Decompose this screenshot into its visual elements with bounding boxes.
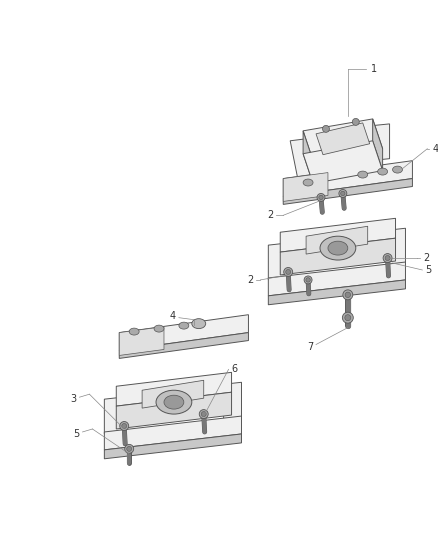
Ellipse shape: [320, 236, 356, 260]
Polygon shape: [268, 262, 406, 296]
Polygon shape: [370, 124, 389, 160]
Ellipse shape: [378, 168, 388, 175]
Polygon shape: [283, 160, 413, 197]
Polygon shape: [303, 131, 313, 183]
Circle shape: [322, 125, 329, 132]
Text: 3: 3: [71, 394, 77, 404]
Ellipse shape: [192, 319, 206, 329]
Polygon shape: [104, 397, 122, 434]
Text: 2: 2: [267, 211, 273, 220]
Polygon shape: [316, 123, 370, 155]
Circle shape: [122, 424, 127, 429]
Circle shape: [345, 292, 350, 297]
Ellipse shape: [156, 390, 192, 414]
Circle shape: [343, 290, 353, 300]
Circle shape: [345, 314, 351, 321]
Circle shape: [385, 256, 390, 261]
Text: 4: 4: [170, 311, 176, 321]
Polygon shape: [280, 238, 396, 275]
Circle shape: [120, 422, 129, 431]
Polygon shape: [224, 382, 241, 421]
Polygon shape: [283, 179, 413, 204]
Circle shape: [343, 312, 353, 323]
Ellipse shape: [328, 241, 348, 255]
Circle shape: [127, 447, 132, 451]
Circle shape: [201, 411, 206, 416]
Polygon shape: [303, 141, 383, 183]
Text: 5: 5: [73, 429, 80, 439]
Circle shape: [125, 445, 134, 454]
Polygon shape: [280, 219, 396, 252]
Ellipse shape: [154, 325, 164, 332]
Circle shape: [284, 268, 293, 277]
Circle shape: [383, 254, 392, 263]
Circle shape: [317, 193, 325, 201]
Ellipse shape: [129, 328, 139, 335]
Ellipse shape: [358, 171, 368, 178]
Text: 4: 4: [432, 144, 438, 154]
Text: 2: 2: [424, 253, 430, 263]
Text: 7: 7: [307, 342, 313, 351]
Polygon shape: [116, 373, 232, 406]
Circle shape: [352, 118, 359, 125]
Circle shape: [286, 270, 291, 274]
Text: 5: 5: [425, 265, 431, 275]
Text: 2: 2: [247, 275, 254, 285]
Polygon shape: [142, 380, 204, 408]
Circle shape: [304, 276, 312, 284]
Polygon shape: [303, 119, 383, 160]
Ellipse shape: [392, 166, 403, 173]
Circle shape: [341, 191, 345, 196]
Polygon shape: [290, 139, 314, 181]
Polygon shape: [283, 173, 328, 201]
Polygon shape: [119, 327, 164, 356]
Polygon shape: [268, 280, 406, 305]
Ellipse shape: [164, 395, 184, 409]
Polygon shape: [373, 119, 383, 171]
Polygon shape: [388, 228, 406, 267]
Ellipse shape: [303, 179, 313, 186]
Circle shape: [306, 278, 310, 282]
Polygon shape: [104, 416, 241, 450]
Circle shape: [339, 189, 347, 197]
Text: 6: 6: [232, 365, 238, 374]
Polygon shape: [119, 314, 248, 351]
Circle shape: [199, 409, 208, 418]
Polygon shape: [268, 243, 286, 280]
Circle shape: [319, 195, 323, 200]
Ellipse shape: [179, 322, 189, 329]
Polygon shape: [306, 226, 368, 254]
Polygon shape: [116, 392, 232, 429]
Polygon shape: [119, 333, 248, 358]
Text: 1: 1: [371, 64, 377, 74]
Polygon shape: [104, 434, 241, 459]
